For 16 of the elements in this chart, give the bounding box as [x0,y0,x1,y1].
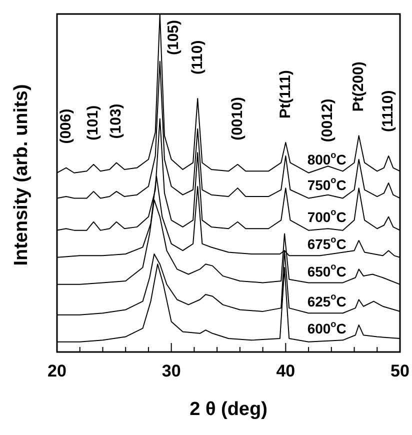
annotation: (103) [108,104,125,139]
annotation: Pt(200) [350,62,367,112]
annotation: (101) [84,105,102,140]
annotation: (0012) [319,98,336,142]
x-axis-title: 2 θ (deg) [190,399,268,420]
annotation: Pt(111) [276,70,294,118]
annotation: (105) [165,20,182,56]
x-tick-label: 40 [276,362,296,381]
annotation: (0010) [228,97,246,140]
y-axis-title: Intensity (arb. units) [11,84,32,266]
annotation: (006) [57,108,74,144]
x-tick-label: 50 [390,362,410,381]
annotation: (1110) [380,90,397,132]
annotation: (110) [188,40,206,74]
x-tick-label: 20 [48,362,66,381]
x-tick-label: 30 [162,362,181,381]
